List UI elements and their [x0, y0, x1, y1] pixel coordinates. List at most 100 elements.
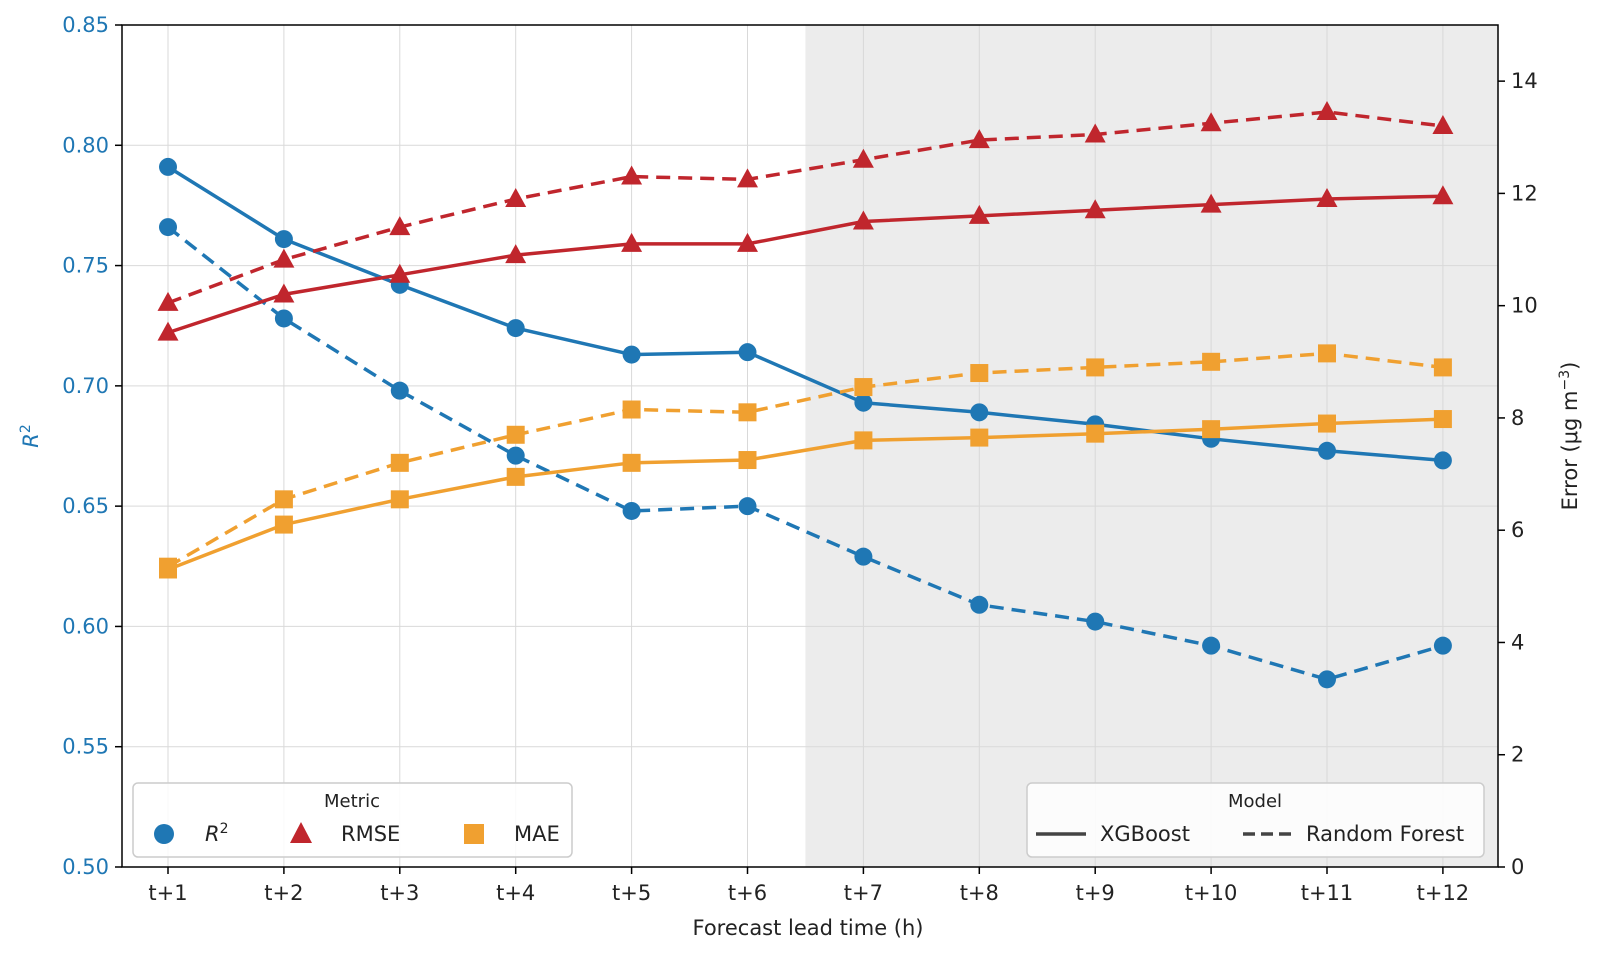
- data-point-rmse-xgboost: [505, 244, 527, 264]
- data-point-r2-xgboost: [854, 393, 873, 412]
- legend-model-box: [1026, 782, 1485, 858]
- data-point-mae-xgboost: [1086, 424, 1105, 443]
- data-point-r2-random-forest: [854, 547, 873, 566]
- data-point-rmse-random-forest: [1084, 123, 1106, 143]
- data-point-rmse-xgboost: [389, 263, 411, 283]
- y-left-tick-label: 0.70: [62, 374, 109, 398]
- legend-metric-box: [132, 782, 573, 858]
- data-point-mae-xgboost: [1433, 410, 1452, 429]
- y-left-axis-label: R2: [18, 424, 43, 448]
- legend-marker-mae: [464, 824, 484, 844]
- data-point-rmse-xgboost: [1200, 193, 1222, 213]
- data-point-mae-xgboost: [1318, 414, 1336, 433]
- series-line-r2-random-forest: [166, 225, 1444, 682]
- y-left-axis-label-symbol: R: [19, 433, 43, 448]
- data-point-mae-random-forest: [506, 425, 525, 444]
- data-point-rmse-random-forest: [1200, 112, 1222, 132]
- data-point-r2-random-forest: [274, 309, 293, 328]
- data-point-r2-xgboost: [159, 157, 177, 176]
- y-right-tick-label: 0: [1511, 855, 1524, 879]
- y-right-tick-label: 2: [1511, 743, 1524, 767]
- legend-marker-rmse: [290, 822, 312, 843]
- data-point-r2-random-forest: [1202, 636, 1221, 655]
- x-tick-label: t+6: [728, 881, 767, 905]
- y-right-axis-label: Error (μg m−3): [1557, 362, 1582, 511]
- y-right-tick-label: 10: [1511, 294, 1538, 318]
- data-point-r2-random-forest: [622, 501, 641, 520]
- data-point-rmse-xgboost: [273, 283, 295, 303]
- data-point-mae-random-forest: [274, 490, 293, 509]
- y-left-tick-label: 0.80: [62, 133, 109, 157]
- data-point-r2-xgboost: [1433, 451, 1452, 470]
- data-point-rmse-random-forest: [737, 168, 758, 188]
- data-point-r2-random-forest: [738, 497, 757, 516]
- data-point-rmse-random-forest: [968, 129, 990, 149]
- data-point-mae-random-forest: [622, 400, 641, 419]
- y-left-tick-label: 0.85: [62, 13, 109, 37]
- y-right-axis-label-text: Error (μg m: [1558, 390, 1582, 510]
- x-tick-label: t+10: [1185, 881, 1238, 905]
- data-point-r2-random-forest: [390, 381, 409, 400]
- series-line-mae-random-forest: [167, 351, 1444, 569]
- plot-frame: [121, 24, 1499, 868]
- legend-label-r2: R2: [205, 821, 229, 846]
- data-point-r2-xgboost: [274, 230, 293, 249]
- legend-model-title: Model: [1228, 791, 1282, 812]
- data-point-mae-random-forest: [390, 453, 409, 472]
- x-tick-label: t+4: [496, 881, 535, 905]
- y-right-axis-label-close: ): [1558, 362, 1582, 370]
- data-point-rmse-random-forest: [273, 248, 295, 268]
- y-left-axis-label-sup: 2: [18, 424, 34, 433]
- data-point-rmse-xgboost: [737, 232, 758, 252]
- data-point-r2-xgboost: [622, 345, 641, 364]
- data-point-mae-xgboost: [506, 467, 525, 486]
- shaded-region: [805, 25, 1498, 867]
- y-left-tick-label: 0.60: [62, 614, 109, 638]
- legend-metric-title: Metric: [324, 791, 380, 812]
- data-point-r2-xgboost: [970, 403, 989, 422]
- y-right-tick-label: 12: [1511, 181, 1538, 205]
- legend-label-mae: MAE: [514, 822, 560, 846]
- series-line-rmse-xgboost: [167, 194, 1443, 335]
- legend-label-xgboost: XGBoost: [1100, 822, 1190, 846]
- data-point-rmse-random-forest: [157, 291, 179, 311]
- y-left-tick-label: 0.75: [62, 254, 109, 278]
- data-point-r2-xgboost: [506, 319, 525, 338]
- y-right-tick-label: 14: [1511, 69, 1538, 93]
- data-point-rmse-xgboost: [1084, 199, 1106, 219]
- data-point-rmse-xgboost: [1316, 188, 1338, 208]
- data-point-rmse-random-forest: [505, 188, 527, 208]
- data-point-rmse-random-forest: [621, 165, 643, 185]
- legend-label-random-forest: Random Forest: [1306, 822, 1464, 846]
- data-point-mae-random-forest: [738, 403, 757, 422]
- data-point-mae-random-forest: [1202, 352, 1221, 371]
- series-line-mae-xgboost: [167, 417, 1443, 572]
- data-point-rmse-random-forest: [852, 148, 874, 168]
- data-point-mae-random-forest: [854, 378, 873, 397]
- x-tick-label: t+12: [1417, 881, 1470, 905]
- legend-label-r2-symbol: R: [205, 822, 220, 846]
- x-tick-label: t+11: [1301, 881, 1354, 905]
- y-left-tick-label: 0.50: [62, 855, 109, 879]
- x-tick-label: t+7: [844, 881, 883, 905]
- data-point-r2-random-forest: [1318, 670, 1336, 689]
- data-point-rmse-random-forest: [389, 216, 411, 236]
- data-point-mae-random-forest: [1318, 344, 1336, 363]
- data-point-rmse-random-forest: [1316, 101, 1338, 121]
- data-point-rmse-xgboost: [157, 321, 179, 341]
- x-tick-label: t+1: [148, 881, 187, 905]
- series-layer: [157, 101, 1454, 689]
- data-point-mae-xgboost: [274, 515, 293, 534]
- data-point-mae-xgboost: [390, 490, 409, 509]
- data-point-rmse-xgboost: [968, 204, 990, 224]
- data-point-mae-random-forest: [159, 557, 177, 576]
- legend-model: Model XGBoost Random Forest: [1026, 782, 1485, 858]
- data-point-mae-random-forest: [970, 364, 989, 383]
- shaded-region-layer: [805, 25, 1498, 867]
- data-point-mae-xgboost: [622, 453, 641, 472]
- x-tick-label: t+9: [1076, 881, 1115, 905]
- data-point-r2-random-forest: [1433, 636, 1452, 655]
- data-point-rmse-xgboost: [1432, 185, 1454, 205]
- x-tick-label: t+8: [960, 881, 999, 905]
- x-tick-label: t+5: [612, 881, 651, 905]
